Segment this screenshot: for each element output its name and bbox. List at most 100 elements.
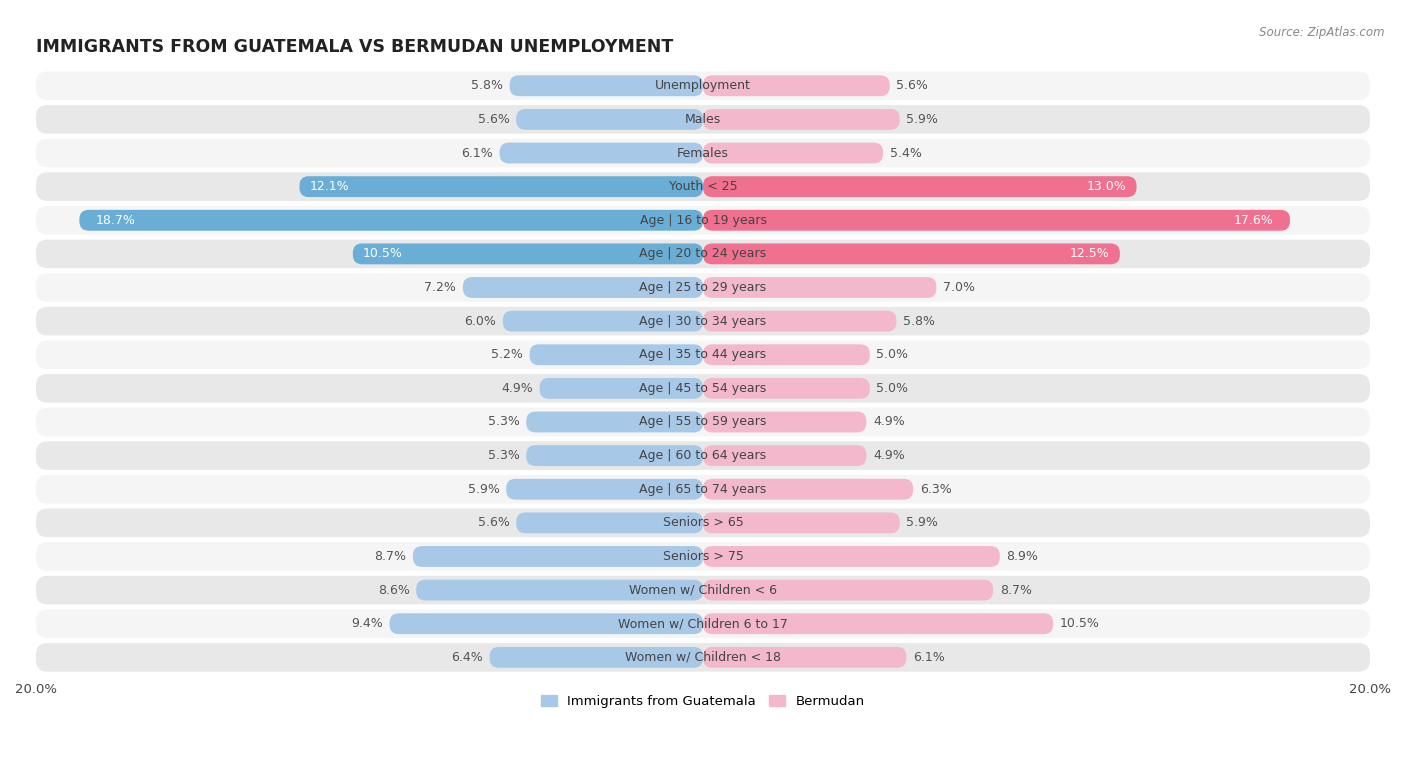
FancyBboxPatch shape [353,244,703,264]
Text: 6.1%: 6.1% [912,651,945,664]
Text: 12.1%: 12.1% [309,180,349,193]
Text: 12.5%: 12.5% [1070,248,1109,260]
Text: 6.1%: 6.1% [461,147,494,160]
Text: 8.7%: 8.7% [1000,584,1032,597]
FancyBboxPatch shape [526,445,703,466]
Text: 17.6%: 17.6% [1233,213,1274,227]
Text: 9.4%: 9.4% [352,617,382,631]
FancyBboxPatch shape [703,244,1119,264]
FancyBboxPatch shape [37,609,1369,638]
Text: Age | 60 to 64 years: Age | 60 to 64 years [640,449,766,462]
FancyBboxPatch shape [37,576,1369,604]
FancyBboxPatch shape [703,210,1289,231]
Text: 5.8%: 5.8% [903,315,935,328]
Text: Seniors > 65: Seniors > 65 [662,516,744,529]
FancyBboxPatch shape [526,412,703,432]
Text: Age | 16 to 19 years: Age | 16 to 19 years [640,213,766,227]
Text: 8.6%: 8.6% [378,584,409,597]
Text: Women w/ Children < 18: Women w/ Children < 18 [626,651,780,664]
FancyBboxPatch shape [503,310,703,332]
Text: 4.9%: 4.9% [873,416,905,428]
Text: Seniors > 75: Seniors > 75 [662,550,744,563]
FancyBboxPatch shape [703,109,900,129]
FancyBboxPatch shape [703,142,883,164]
FancyBboxPatch shape [37,475,1369,503]
Text: 5.0%: 5.0% [876,348,908,361]
FancyBboxPatch shape [37,542,1369,571]
Text: 5.9%: 5.9% [468,483,499,496]
Text: Unemployment: Unemployment [655,79,751,92]
FancyBboxPatch shape [37,341,1369,369]
Text: 7.0%: 7.0% [943,281,976,294]
Text: 10.5%: 10.5% [363,248,402,260]
FancyBboxPatch shape [37,408,1369,436]
Text: 5.6%: 5.6% [478,113,509,126]
FancyBboxPatch shape [416,580,703,600]
Text: Age | 30 to 34 years: Age | 30 to 34 years [640,315,766,328]
FancyBboxPatch shape [37,240,1369,268]
FancyBboxPatch shape [37,206,1369,235]
Text: 13.0%: 13.0% [1087,180,1126,193]
FancyBboxPatch shape [37,105,1369,134]
Text: 18.7%: 18.7% [96,213,136,227]
FancyBboxPatch shape [489,647,703,668]
FancyBboxPatch shape [37,139,1369,167]
Text: 5.9%: 5.9% [907,516,938,529]
FancyBboxPatch shape [703,580,993,600]
FancyBboxPatch shape [703,613,1053,634]
Text: 4.9%: 4.9% [873,449,905,462]
FancyBboxPatch shape [37,307,1369,335]
Text: Age | 25 to 29 years: Age | 25 to 29 years [640,281,766,294]
Text: 6.0%: 6.0% [464,315,496,328]
Text: 5.6%: 5.6% [478,516,509,529]
FancyBboxPatch shape [37,643,1369,671]
Text: Age | 55 to 59 years: Age | 55 to 59 years [640,416,766,428]
Text: Women w/ Children < 6: Women w/ Children < 6 [628,584,778,597]
FancyBboxPatch shape [37,71,1369,100]
Text: 6.3%: 6.3% [920,483,952,496]
Text: 5.9%: 5.9% [907,113,938,126]
FancyBboxPatch shape [703,176,1136,197]
Text: 5.6%: 5.6% [897,79,928,92]
Text: Source: ZipAtlas.com: Source: ZipAtlas.com [1260,26,1385,39]
Text: 5.4%: 5.4% [890,147,922,160]
Text: Age | 65 to 74 years: Age | 65 to 74 years [640,483,766,496]
Text: 10.5%: 10.5% [1060,617,1099,631]
Text: Age | 35 to 44 years: Age | 35 to 44 years [640,348,766,361]
FancyBboxPatch shape [37,441,1369,470]
FancyBboxPatch shape [703,445,866,466]
Text: 5.0%: 5.0% [876,382,908,395]
Text: 8.7%: 8.7% [374,550,406,563]
FancyBboxPatch shape [703,378,870,399]
FancyBboxPatch shape [703,412,866,432]
Legend: Immigrants from Guatemala, Bermudan: Immigrants from Guatemala, Bermudan [536,690,870,714]
FancyBboxPatch shape [413,546,703,567]
Text: Age | 20 to 24 years: Age | 20 to 24 years [640,248,766,260]
FancyBboxPatch shape [499,142,703,164]
FancyBboxPatch shape [703,277,936,298]
FancyBboxPatch shape [703,344,870,365]
Text: Males: Males [685,113,721,126]
Text: Age | 45 to 54 years: Age | 45 to 54 years [640,382,766,395]
FancyBboxPatch shape [37,173,1369,201]
FancyBboxPatch shape [540,378,703,399]
FancyBboxPatch shape [37,509,1369,537]
Text: Females: Females [678,147,728,160]
Text: 5.3%: 5.3% [488,416,520,428]
Text: 5.3%: 5.3% [488,449,520,462]
FancyBboxPatch shape [79,210,703,231]
FancyBboxPatch shape [703,310,897,332]
FancyBboxPatch shape [516,109,703,129]
FancyBboxPatch shape [506,479,703,500]
FancyBboxPatch shape [703,479,912,500]
Text: 7.2%: 7.2% [425,281,456,294]
FancyBboxPatch shape [37,374,1369,403]
FancyBboxPatch shape [37,273,1369,302]
FancyBboxPatch shape [530,344,703,365]
FancyBboxPatch shape [463,277,703,298]
Text: IMMIGRANTS FROM GUATEMALA VS BERMUDAN UNEMPLOYMENT: IMMIGRANTS FROM GUATEMALA VS BERMUDAN UN… [37,38,673,56]
Text: 5.2%: 5.2% [491,348,523,361]
Text: Youth < 25: Youth < 25 [669,180,737,193]
FancyBboxPatch shape [389,613,703,634]
FancyBboxPatch shape [703,76,890,96]
